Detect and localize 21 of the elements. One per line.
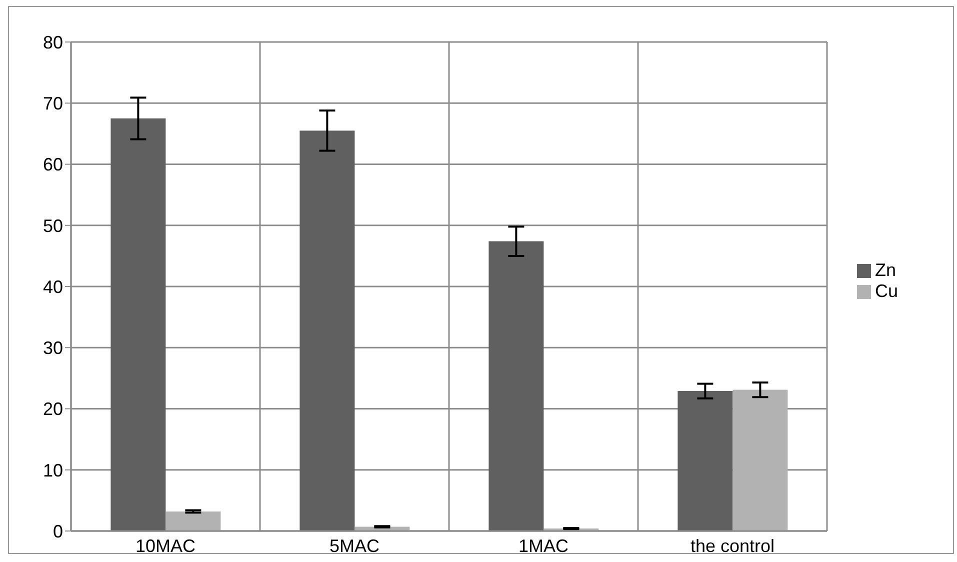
legend-label: Cu <box>875 281 898 301</box>
y-tick-label: 20 <box>42 399 63 420</box>
y-tick-label: 70 <box>42 94 63 114</box>
y-tick-label: 80 <box>42 32 63 52</box>
bar <box>678 391 733 531</box>
y-tick-label: 10 <box>42 460 63 480</box>
bar <box>488 241 544 531</box>
y-tick-label: 30 <box>42 338 63 358</box>
y-tick-label: 0 <box>52 521 63 542</box>
x-tick-label: 1MAC <box>518 536 569 556</box>
x-tick-label: 10MAC <box>135 536 196 556</box>
x-tick-label: 5MAC <box>329 536 380 556</box>
legend-label: Zn <box>875 260 896 280</box>
y-tick-label: 40 <box>42 276 63 297</box>
bar <box>300 130 355 531</box>
y-tick-label: 50 <box>42 216 63 236</box>
x-tick-label: the control <box>690 536 775 556</box>
y-tick-label: 60 <box>42 154 63 175</box>
bar <box>166 511 221 531</box>
bar <box>732 390 788 531</box>
bar <box>110 118 166 531</box>
